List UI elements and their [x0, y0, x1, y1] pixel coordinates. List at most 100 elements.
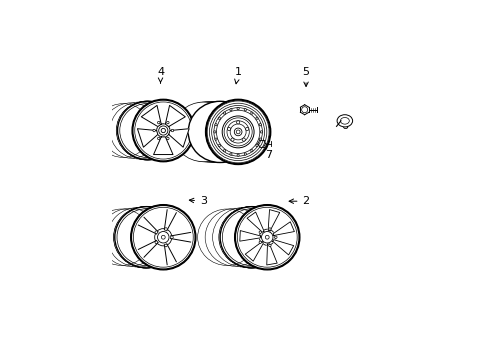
Ellipse shape	[213, 131, 216, 133]
Ellipse shape	[237, 154, 239, 156]
Ellipse shape	[274, 236, 277, 238]
Ellipse shape	[155, 231, 157, 234]
Ellipse shape	[113, 207, 177, 268]
Ellipse shape	[235, 205, 299, 269]
Ellipse shape	[237, 108, 239, 110]
Polygon shape	[239, 231, 260, 241]
Text: 4: 4	[157, 67, 164, 83]
Ellipse shape	[244, 153, 246, 155]
Ellipse shape	[116, 101, 177, 160]
Ellipse shape	[159, 126, 167, 135]
Ellipse shape	[220, 207, 283, 268]
Polygon shape	[246, 212, 264, 232]
Ellipse shape	[161, 235, 165, 239]
Polygon shape	[168, 129, 189, 147]
Ellipse shape	[268, 228, 270, 230]
Ellipse shape	[236, 121, 239, 124]
Ellipse shape	[259, 229, 275, 245]
Polygon shape	[266, 244, 277, 265]
Ellipse shape	[259, 241, 261, 243]
Ellipse shape	[219, 207, 283, 268]
Ellipse shape	[250, 150, 252, 152]
Text: 6: 6	[341, 116, 347, 131]
Text: 2: 2	[288, 196, 309, 206]
Ellipse shape	[223, 150, 225, 152]
Ellipse shape	[218, 144, 220, 147]
Ellipse shape	[260, 131, 262, 133]
Ellipse shape	[230, 138, 234, 141]
Polygon shape	[153, 137, 173, 154]
Ellipse shape	[181, 102, 244, 162]
Ellipse shape	[153, 129, 155, 132]
Ellipse shape	[179, 102, 242, 162]
Ellipse shape	[114, 207, 177, 268]
Ellipse shape	[220, 207, 284, 268]
Ellipse shape	[255, 144, 258, 147]
Ellipse shape	[234, 128, 242, 136]
Ellipse shape	[227, 127, 230, 131]
Ellipse shape	[133, 100, 193, 161]
Ellipse shape	[214, 123, 217, 126]
Ellipse shape	[157, 137, 160, 140]
Ellipse shape	[255, 117, 258, 120]
Ellipse shape	[242, 138, 245, 141]
Ellipse shape	[170, 236, 173, 239]
Ellipse shape	[156, 124, 170, 137]
Ellipse shape	[188, 101, 251, 162]
Ellipse shape	[161, 129, 165, 132]
Ellipse shape	[157, 121, 160, 124]
Ellipse shape	[115, 207, 178, 268]
Polygon shape	[272, 240, 293, 255]
Text: 3: 3	[189, 196, 206, 206]
Text: 7: 7	[262, 147, 272, 161]
Polygon shape	[245, 242, 263, 261]
Ellipse shape	[117, 101, 178, 160]
Text: 1: 1	[234, 67, 241, 84]
Ellipse shape	[223, 112, 225, 114]
Ellipse shape	[117, 101, 178, 160]
Polygon shape	[141, 105, 161, 127]
Ellipse shape	[166, 137, 169, 140]
Ellipse shape	[166, 121, 169, 124]
Ellipse shape	[183, 102, 246, 162]
Polygon shape	[137, 129, 158, 147]
Ellipse shape	[250, 112, 252, 114]
Ellipse shape	[206, 100, 269, 164]
Ellipse shape	[114, 207, 178, 268]
Ellipse shape	[185, 102, 249, 162]
Ellipse shape	[131, 205, 195, 269]
Ellipse shape	[245, 127, 248, 131]
Text: 5: 5	[302, 67, 309, 86]
Ellipse shape	[171, 129, 173, 132]
Ellipse shape	[131, 205, 195, 270]
Ellipse shape	[261, 231, 272, 243]
Ellipse shape	[115, 207, 178, 268]
Ellipse shape	[265, 235, 268, 239]
Ellipse shape	[117, 101, 178, 160]
Ellipse shape	[188, 101, 251, 162]
Ellipse shape	[219, 207, 283, 268]
Ellipse shape	[259, 123, 261, 126]
Ellipse shape	[259, 138, 261, 140]
Ellipse shape	[219, 207, 282, 268]
Ellipse shape	[259, 231, 261, 233]
Ellipse shape	[172, 102, 234, 162]
Ellipse shape	[336, 115, 352, 127]
Ellipse shape	[234, 205, 299, 270]
Polygon shape	[267, 210, 279, 231]
Ellipse shape	[174, 102, 237, 162]
Ellipse shape	[155, 241, 157, 244]
Ellipse shape	[164, 228, 167, 230]
Ellipse shape	[220, 207, 284, 268]
Ellipse shape	[157, 231, 169, 243]
Ellipse shape	[164, 244, 167, 247]
Ellipse shape	[116, 101, 177, 160]
Ellipse shape	[229, 109, 232, 111]
Polygon shape	[273, 222, 294, 235]
Ellipse shape	[154, 229, 172, 246]
Ellipse shape	[268, 244, 270, 247]
Ellipse shape	[214, 138, 217, 140]
Polygon shape	[165, 105, 185, 127]
Ellipse shape	[205, 99, 270, 164]
Ellipse shape	[114, 207, 178, 268]
